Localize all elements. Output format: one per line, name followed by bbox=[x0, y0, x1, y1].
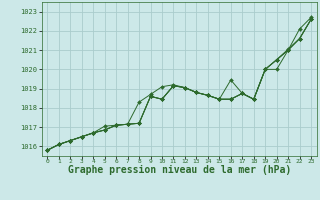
X-axis label: Graphe pression niveau de la mer (hPa): Graphe pression niveau de la mer (hPa) bbox=[68, 165, 291, 175]
